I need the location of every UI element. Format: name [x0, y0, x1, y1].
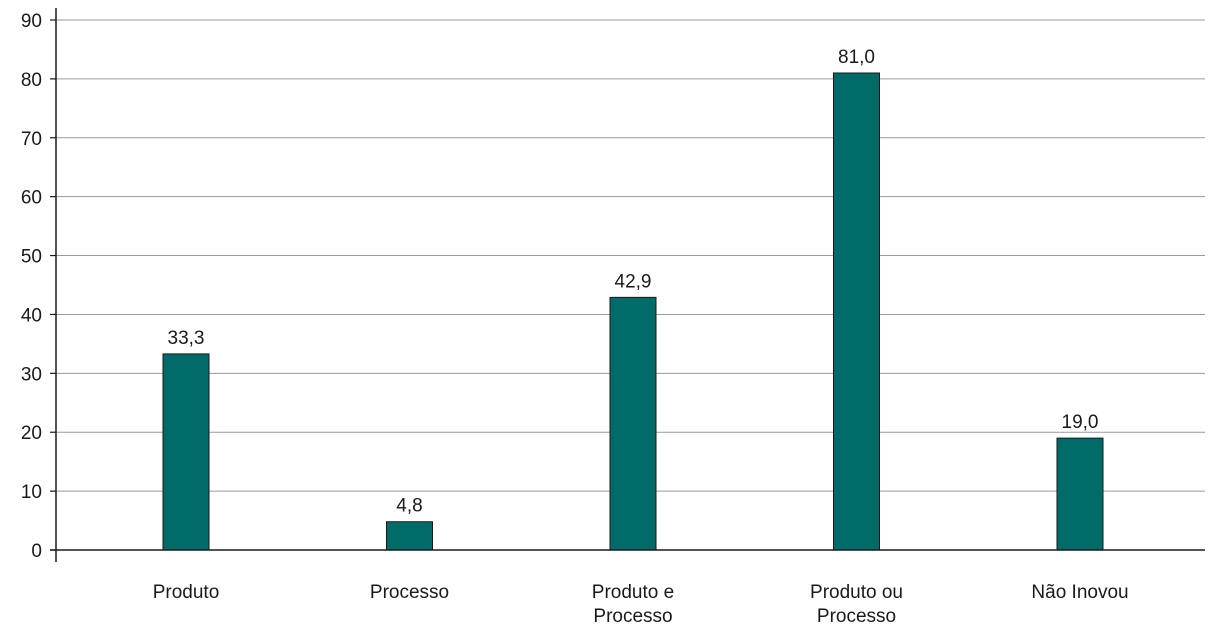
x-category-label: Processo — [370, 582, 449, 603]
y-tick-label: 50 — [21, 247, 42, 268]
y-tick-label: 70 — [21, 129, 42, 150]
y-tick-label: 10 — [21, 482, 42, 503]
data-label: 4,8 — [396, 496, 422, 517]
bar — [386, 521, 433, 551]
data-label: 33,3 — [168, 328, 205, 349]
gridlines — [56, 19, 1205, 492]
data-label: 42,9 — [615, 271, 652, 292]
y-tick-label: 20 — [21, 423, 42, 444]
bar — [833, 72, 880, 551]
bars — [162, 72, 1104, 551]
y-tick-label: 0 — [31, 541, 42, 562]
x-category-label: Produto ou Processo — [810, 582, 903, 627]
y-tick-label: 40 — [21, 305, 42, 326]
y-tick-label: 90 — [21, 11, 42, 32]
labels: 0 10 20 30 40 50 60 70 80 90 33,3 Produto 4,8 Process… — [21, 11, 1129, 627]
bar — [1056, 437, 1104, 551]
y-tick-label: 60 — [21, 188, 42, 209]
bar — [162, 353, 210, 551]
axes — [50, 8, 1205, 562]
x-category-label: Produto — [153, 582, 220, 603]
x-category-label: Produto e Processo — [592, 582, 674, 627]
data-label: 19,0 — [1062, 412, 1099, 433]
y-tick-label: 30 — [21, 364, 42, 385]
y-tick-label: 80 — [21, 70, 42, 91]
x-category-label: Não Inovou — [1031, 582, 1128, 603]
data-label: 81,0 — [838, 47, 875, 68]
bar — [609, 296, 657, 551]
